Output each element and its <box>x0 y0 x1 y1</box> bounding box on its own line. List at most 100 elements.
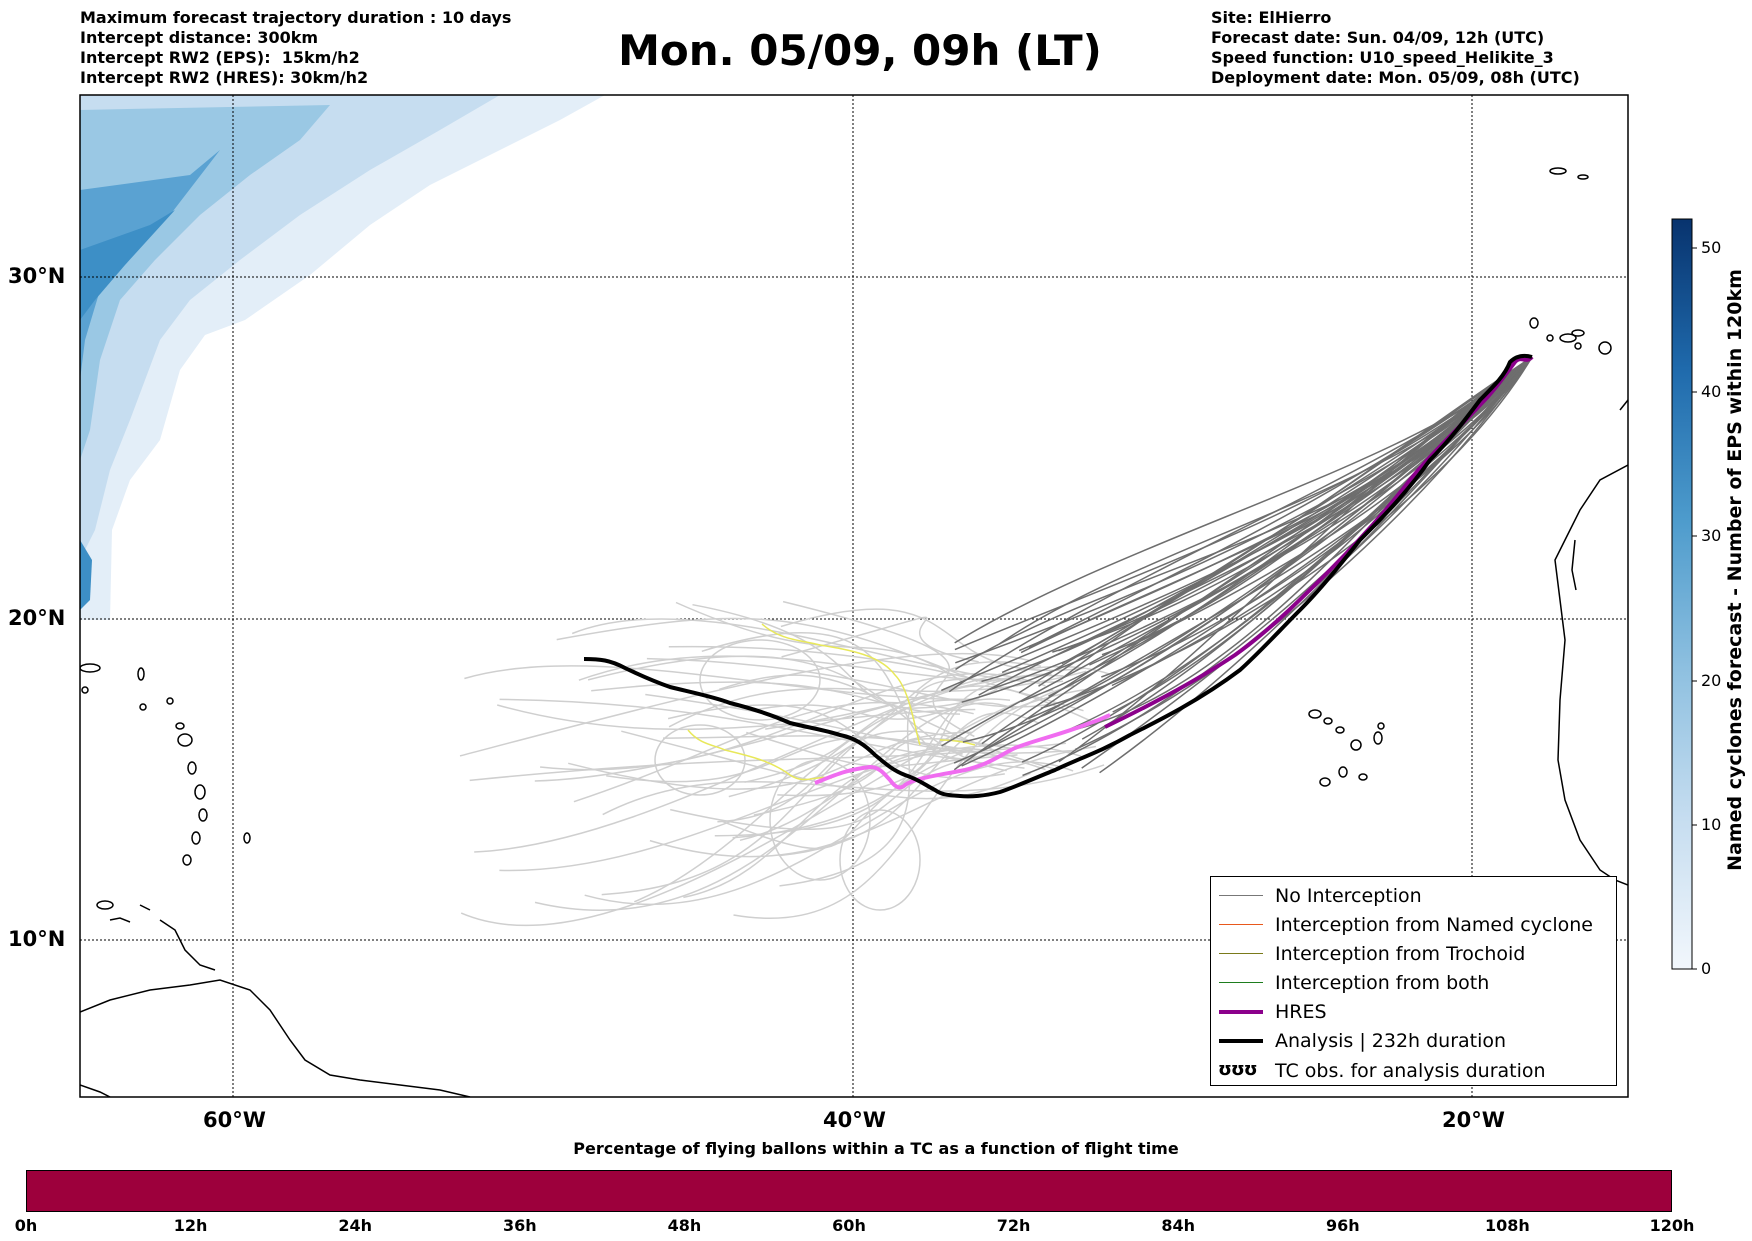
eps-trajectory <box>954 356 1533 644</box>
flight-time-tick-48h: 48h <box>667 1216 702 1235</box>
eps-trajectory <box>954 356 1533 651</box>
eps-trajectory-early <box>578 655 997 681</box>
colorbar-tick-40: 40 <box>1701 382 1722 401</box>
eps-trajectory-early <box>780 608 1084 672</box>
flight-time-tick-96h: 96h <box>1325 1216 1360 1235</box>
eps-trajectory <box>1028 356 1533 648</box>
legend-item-analysis: Analysis | 232h duration <box>1211 1028 1616 1054</box>
eps-trajectory <box>1018 356 1533 652</box>
eps-trajectory-early <box>714 674 1064 837</box>
lon-label-20w: 20°W <box>1442 1108 1505 1132</box>
eps-trajectory <box>1061 356 1533 665</box>
eps-trajectory-early <box>646 657 1087 708</box>
eps-trajectory-early <box>601 681 986 896</box>
page-title: Mon. 05/09, 09h (LT) <box>618 26 1102 75</box>
cyclone-probability-shading <box>80 95 605 620</box>
eps-trajectory <box>1038 356 1533 687</box>
eps-trajectory-early <box>568 731 972 790</box>
colorbar-label: Named cyclones forecast - Number of EPS … <box>1724 269 1746 871</box>
eps-trajectory-early <box>782 600 975 738</box>
lat-label-30n: 30°N <box>8 264 66 288</box>
eps-dark-trajectories <box>941 356 1533 777</box>
flight-time-tick-24h: 24h <box>338 1216 373 1235</box>
flight-time-tick-12h: 12h <box>173 1216 208 1235</box>
header-right-line-4: Deployment date: Mon. 05/09, 08h (UTC) <box>1211 68 1580 87</box>
colorbar-tick-50: 50 <box>1701 238 1722 257</box>
lon-label-40w: 40°W <box>823 1108 886 1132</box>
hres-track-early <box>814 713 1111 790</box>
analysis-track <box>583 353 1533 799</box>
legend-item-named-cyclone: Interception from Named cyclone <box>1211 912 1616 938</box>
eps-trajectory <box>1018 356 1533 694</box>
eps-trajectory <box>941 356 1533 747</box>
eps-trajectory-early <box>587 655 1007 772</box>
eps-trajectory <box>1081 356 1533 740</box>
eps-trajectory-early <box>474 665 1109 853</box>
eps-trajectory-early <box>534 702 1014 911</box>
eps-trajectory-early <box>781 616 979 663</box>
header-right-line-1: Site: ElHierro <box>1211 8 1332 27</box>
islands <box>80 167 1612 910</box>
legend-item-both: Interception from both <box>1211 970 1616 996</box>
eps-trajectory-early <box>584 761 1074 906</box>
eps-trajectory <box>961 356 1533 767</box>
eps-trajectory <box>948 356 1533 693</box>
flight-time-tick-36h: 36h <box>502 1216 537 1235</box>
header-right-line-2: Forecast date: Sun. 04/09, 12h (UTC) <box>1211 28 1545 47</box>
legend-swatch <box>1219 924 1263 925</box>
trochoid-flags <box>687 623 976 781</box>
header-left-line-1: Maximum forecast trajectory duration : 1… <box>80 8 512 27</box>
legend-swatch <box>1219 895 1263 896</box>
flight-time-percentage-bar <box>26 1170 1672 1212</box>
eps-trajectory-early <box>621 730 1031 800</box>
eps-trajectory <box>978 356 1533 696</box>
legend-label: Interception from Named cyclone <box>1275 914 1593 936</box>
eps-trajectory-loop <box>654 724 746 796</box>
legend-item-hres: HRES <box>1211 999 1616 1025</box>
colorbar-tick-0: 0 <box>1701 959 1712 978</box>
eps-trajectory-early <box>499 744 1082 872</box>
eps-light-trajectories <box>459 600 1109 927</box>
legend-item-trochoid: Interception from Trochoid <box>1211 941 1616 967</box>
coastlines <box>80 399 1628 1097</box>
eps-trajectory-early <box>464 665 979 701</box>
colorbar-tick-10: 10 <box>1701 815 1722 834</box>
lat-label-20n: 20°N <box>8 606 66 630</box>
flight-time-tick-108h: 108h <box>1484 1216 1530 1235</box>
legend-label: Analysis | 232h duration <box>1275 1030 1507 1052</box>
legend: No Interception Interception from Named … <box>1210 876 1617 1086</box>
eps-trajectory <box>955 356 1533 671</box>
map-frame <box>79 94 1629 1098</box>
eps-trajectory-early <box>556 617 978 683</box>
lat-label-10n: 10°N <box>8 927 66 951</box>
flight-time-tick-120h: 120h <box>1649 1216 1695 1235</box>
eps-trajectory-early <box>719 674 1060 772</box>
legend-swatch <box>1219 1039 1263 1043</box>
flight-time-tick-72h: 72h <box>996 1216 1031 1235</box>
legend-item-tc-obs: ʊʊʊ TC obs. for analysis duration <box>1211 1058 1616 1084</box>
eps-trajectory-early <box>779 678 995 887</box>
legend-item-no-interception: No Interception <box>1211 883 1616 909</box>
eps-trajectory-early <box>670 753 990 830</box>
eps-trajectory-loop <box>769 759 871 881</box>
eps-trajectory-early <box>591 681 961 715</box>
eps-trajectory-early <box>667 704 1005 779</box>
eps-trajectory-early <box>701 631 981 760</box>
eps-trajectory-early <box>460 689 1054 927</box>
legend-swatch <box>1219 953 1263 954</box>
header-right-line-3: Speed function: U10_speed_Helikite_3 <box>1211 48 1554 67</box>
legend-label: HRES <box>1275 1001 1327 1023</box>
eps-trajectory-early <box>649 745 1097 858</box>
flight-time-bar-title: Percentage of flying ballons within a TC… <box>573 1139 1179 1158</box>
tc-obs-symbol: ʊʊʊ <box>1218 1059 1258 1080</box>
eps-trajectory <box>1081 356 1533 769</box>
header-left-line-2: Intercept distance: 300km <box>80 28 319 47</box>
lon-label-60w: 60°W <box>203 1108 266 1132</box>
flight-time-tick-60h: 60h <box>832 1216 866 1235</box>
hres-track-late <box>1104 355 1534 729</box>
colorbar-ticks <box>1692 247 1697 970</box>
legend-label: No Interception <box>1275 885 1422 907</box>
header-left-line-4: Intercept RW2 (HRES): 30km/h2 <box>80 68 369 87</box>
eps-trajectory-loop <box>839 809 921 911</box>
